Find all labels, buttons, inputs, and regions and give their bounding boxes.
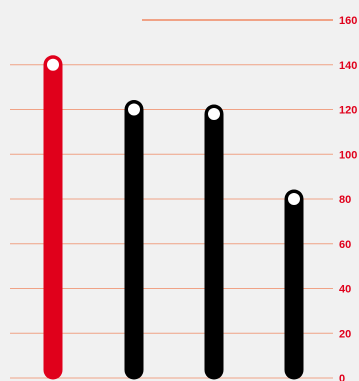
bar-marker-2 <box>128 103 140 116</box>
y-tick-label-0: 0 <box>339 373 345 381</box>
y-tick-label-80: 80 <box>339 194 351 206</box>
y-tick-label-140: 140 <box>339 60 357 72</box>
y-gridlines <box>10 19 333 379</box>
bars <box>43 55 304 380</box>
y-tick-label-100: 100 <box>339 149 357 161</box>
y-tick-label-120: 120 <box>339 105 357 117</box>
y-tick-label-40: 40 <box>339 284 351 296</box>
bar-marker-4 <box>288 193 300 205</box>
y-tick-label-60: 60 <box>339 239 351 251</box>
y-tick-label-20: 20 <box>339 328 351 340</box>
y-axis-ticks: 0 20 40 60 80 100 120 140 160 <box>339 15 357 381</box>
y-tick-label-160: 160 <box>339 15 357 27</box>
bar-marker-3 <box>208 107 220 120</box>
bar-marker-1 <box>47 58 59 71</box>
